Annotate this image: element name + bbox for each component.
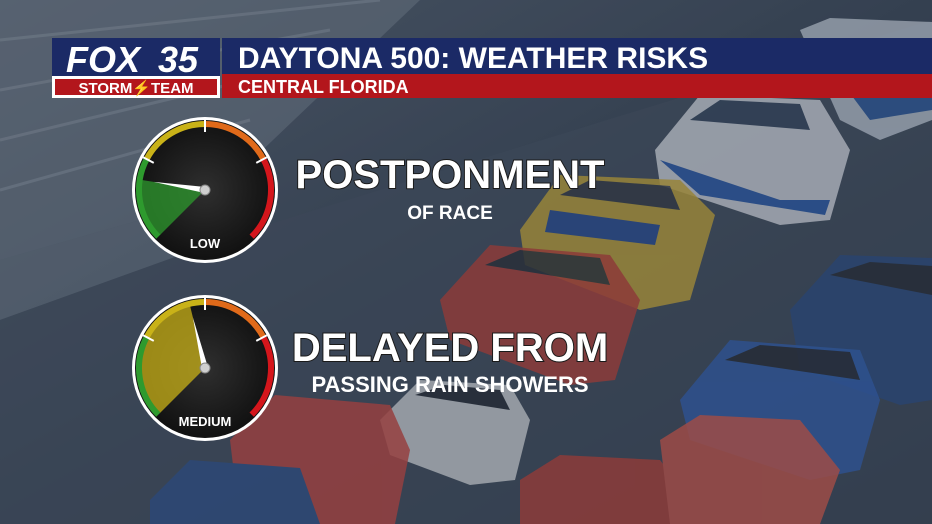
gauge-band-3 [249, 335, 274, 417]
race-car-fastenal [655, 95, 850, 225]
risk-title-delayed: DELAYED FROM [292, 326, 608, 370]
page-subtitle: CENTRAL FLORIDA [238, 77, 409, 97]
gauge-tick [255, 156, 268, 164]
gauge-band-3 [249, 157, 274, 239]
gauge-hub [199, 362, 211, 374]
risk-gauge-medium: MEDIUM [132, 295, 278, 441]
race-car-red-bottom [150, 395, 840, 524]
gauge-level-fill [141, 305, 205, 414]
gauge-needle [192, 317, 208, 369]
title-bar [222, 38, 932, 74]
gauge-band-2 [204, 121, 266, 161]
gauge-band-2 [204, 299, 266, 339]
page-title: DAYTONA 500: WEATHER RISKS [238, 42, 708, 75]
risk-gauge-low: LOW [132, 117, 278, 263]
logo-channel-text: 35 [158, 39, 199, 80]
risk-detail-postponement: OF RACE [407, 203, 493, 224]
gauge-tick [142, 156, 155, 164]
race-car-white [380, 380, 530, 485]
logo-team-text: STORM⚡TEAM [78, 79, 193, 97]
risk-detail-delayed: PASSING RAIN SHOWERS [311, 372, 588, 397]
gauge-level-fill [141, 179, 205, 236]
gauge-hub [199, 184, 211, 196]
fox35-logo: FOX 35 STORM⚡TEAM [52, 38, 220, 98]
gauge-level-label: LOW [190, 236, 221, 251]
gauge-band-1 [144, 299, 206, 339]
gauge-level-label: MEDIUM [179, 414, 232, 429]
race-car-red [440, 245, 640, 385]
subtitle-bar [222, 74, 932, 98]
gauge-tick [142, 334, 155, 342]
gauge-band-0 [136, 157, 161, 239]
gauge-band-0 [136, 335, 161, 417]
logo-fox-text: FOX [66, 39, 142, 80]
gauge-needle [153, 181, 206, 193]
gauge-band-1 [144, 121, 206, 161]
risk-title-postponement: POSTPONMENT [296, 153, 605, 197]
gauge-tick [255, 334, 268, 342]
